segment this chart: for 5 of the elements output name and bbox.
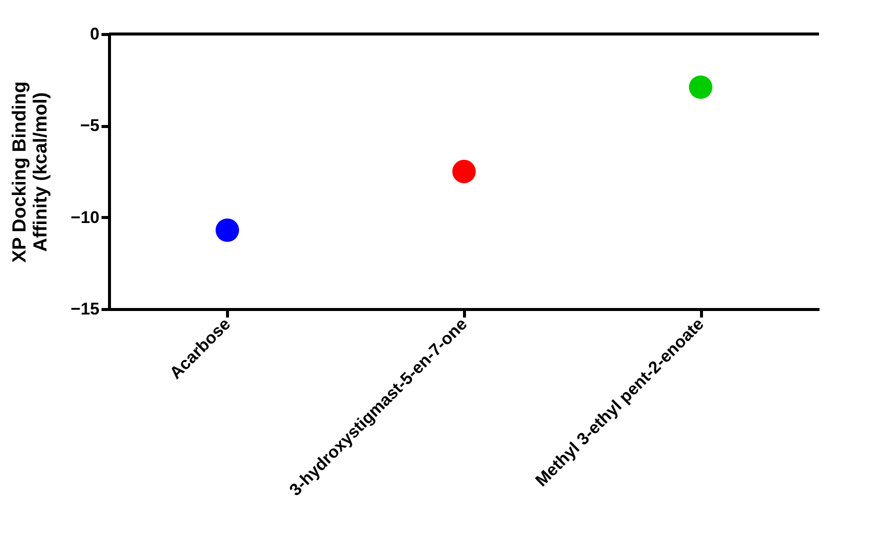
y-tick-label: −10 (70, 208, 100, 227)
y-tick-label: −15 (70, 300, 100, 318)
y-tick-label: −5 (80, 116, 100, 136)
y-axis-title: XP Docking Binding Affinity (kcal/mol) (10, 81, 52, 263)
y-tick-label: 0 (90, 24, 100, 44)
